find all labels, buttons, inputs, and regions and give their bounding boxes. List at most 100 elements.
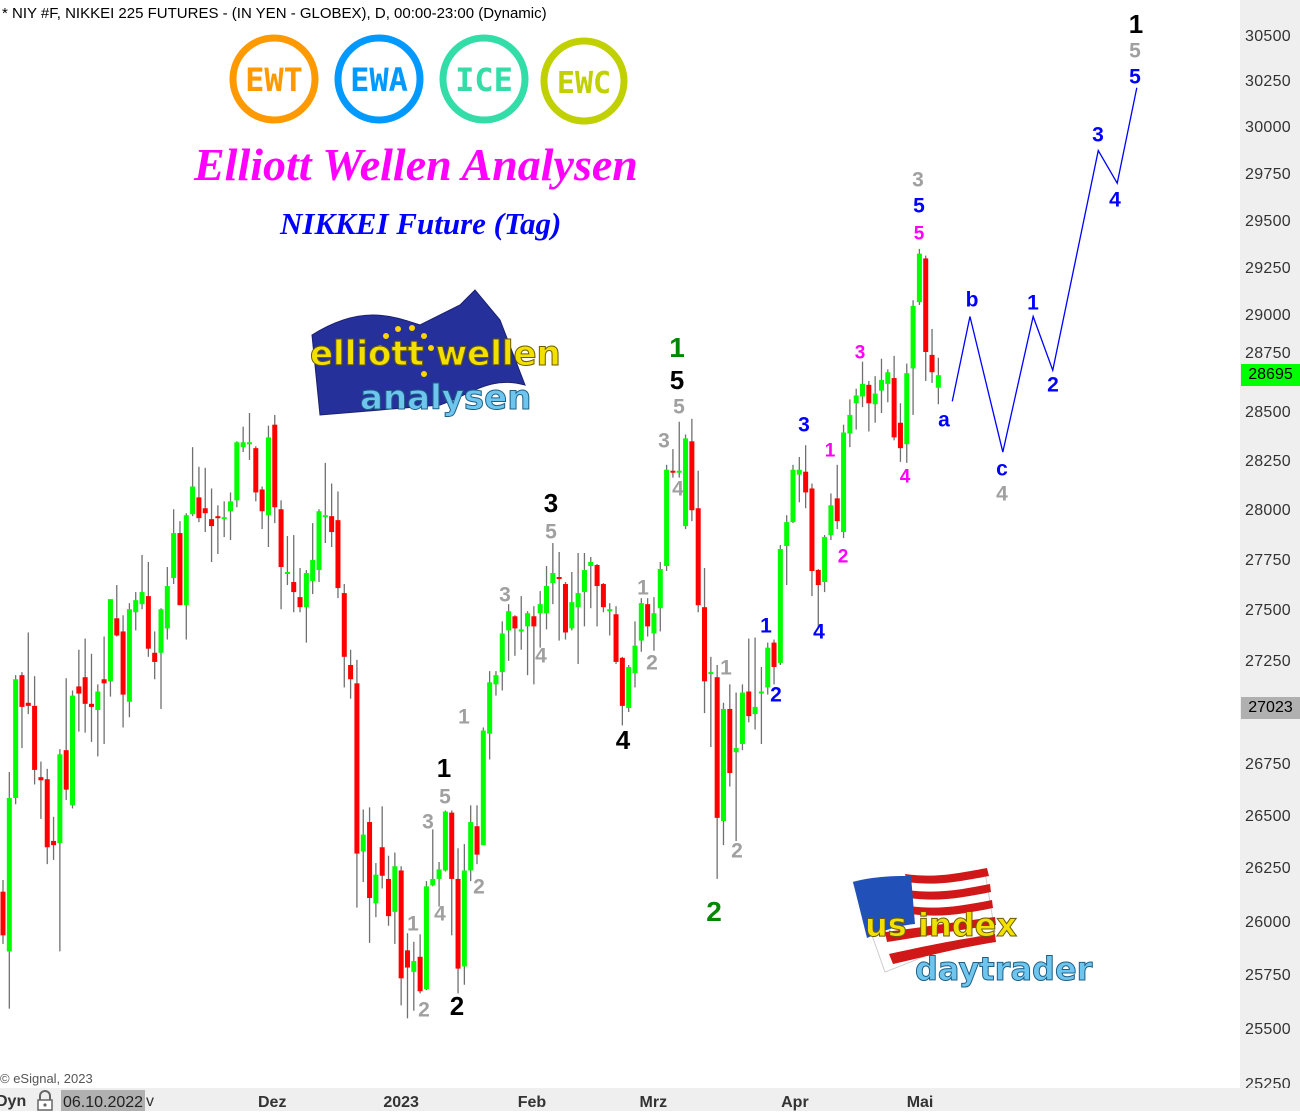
- candle-down: [335, 520, 341, 589]
- candle-down: [714, 677, 720, 818]
- wave-label-gray: 3: [658, 429, 670, 453]
- y-tick-label: 28500: [1245, 403, 1291, 421]
- wave-label-blue: 5: [913, 194, 925, 218]
- wave-label-blue: c: [996, 457, 1008, 481]
- candle-down: [44, 779, 50, 848]
- candle-up: [133, 600, 139, 613]
- candle-up: [878, 379, 884, 391]
- candle-down: [152, 652, 158, 662]
- candle-up: [765, 647, 771, 688]
- candle-up: [6, 797, 12, 952]
- wave-label-blue: 3: [1092, 123, 1104, 147]
- us-index-daytrader-logo: us index daytrader: [852, 868, 1093, 989]
- candle-up: [316, 511, 322, 571]
- wave-label-gray: 4: [434, 902, 446, 926]
- candle-up: [916, 253, 922, 303]
- wave-label-gray: 4: [672, 477, 684, 501]
- chart-symbol-title: * NIY #F, NIKKEI 225 FUTURES - (IN YEN -…: [2, 5, 547, 22]
- y-tick-label: 30000: [1245, 119, 1291, 137]
- candle-up: [171, 533, 177, 579]
- candle-up: [392, 866, 398, 912]
- candle-down: [32, 705, 38, 770]
- candle-up: [468, 822, 474, 871]
- candle-up: [638, 603, 644, 641]
- y-tick-label: 27250: [1245, 652, 1291, 670]
- candle-down: [341, 593, 347, 657]
- wave-label-gray: 3: [499, 583, 511, 607]
- candle-up: [847, 414, 853, 434]
- candle-up: [95, 691, 101, 710]
- candle-up: [581, 570, 587, 593]
- candle-up: [246, 442, 252, 445]
- candle-up: [853, 395, 859, 404]
- badge-text: ICE: [455, 61, 513, 99]
- badge-ring: [229, 34, 319, 124]
- candle-up: [499, 633, 505, 673]
- start-date-field[interactable]: 06.10.2022: [61, 1090, 146, 1111]
- date-dropdown-arrow[interactable]: v: [146, 1093, 154, 1110]
- candle-down: [923, 258, 929, 352]
- price-axis[interactable]: 30500 30250 30000 29750 29500 29250 29000 28750…: [1240, 0, 1300, 1093]
- candle-down: [215, 516, 221, 519]
- candle-down: [379, 847, 385, 876]
- y-tick-label: 28250: [1245, 452, 1291, 470]
- candle-up: [651, 613, 657, 634]
- candle-down: [19, 675, 25, 707]
- wave-label-gray: 1: [407, 912, 419, 936]
- candle-up: [626, 667, 632, 708]
- candle-down: [474, 826, 480, 855]
- candle-down: [278, 509, 284, 568]
- wave-label-blue: 3: [798, 413, 810, 437]
- y-tick-label: 26500: [1245, 807, 1291, 825]
- candle-down: [531, 616, 537, 627]
- candle-up: [411, 961, 417, 972]
- candle-down: [556, 577, 562, 580]
- candle-up: [221, 517, 227, 520]
- wave-label-blue: 4: [813, 620, 825, 644]
- candle-down: [63, 750, 69, 790]
- candle-down: [196, 497, 202, 519]
- candle-up: [183, 515, 189, 606]
- candle-up: [537, 604, 543, 614]
- y-tick-label: 26750: [1245, 755, 1291, 773]
- candle-down: [367, 822, 373, 899]
- candle-down: [272, 424, 278, 508]
- candle-down: [702, 607, 708, 682]
- logo-text-line2: analysen: [360, 378, 531, 418]
- dynamic-mode-label[interactable]: Dyn: [0, 1093, 27, 1110]
- chart-plot-area[interactable]: [0, 0, 1240, 1088]
- x-tick-label: Feb: [517, 1094, 547, 1111]
- candle-down: [202, 508, 208, 514]
- candle-down: [145, 596, 151, 649]
- candle-up: [265, 437, 271, 516]
- candle-up: [790, 469, 796, 523]
- candle-up: [575, 593, 581, 608]
- candle-up: [430, 878, 436, 886]
- y-tick-label: 29000: [1245, 307, 1291, 325]
- time-axis[interactable]: Dyn 06.10.2022 v Dez 2023 Feb Mrz Apr Mai: [0, 1088, 1300, 1111]
- candle-down: [354, 683, 360, 854]
- candle-down: [929, 354, 935, 373]
- candle-up: [70, 695, 76, 806]
- wave-label-blue: 2: [770, 683, 782, 707]
- wave-label-black: 2: [449, 991, 465, 1021]
- candle-down: [101, 679, 107, 684]
- candle-down: [291, 582, 297, 593]
- wave-label-gray: 5: [1129, 39, 1141, 63]
- lock-icon[interactable]: [36, 1090, 54, 1111]
- candle-up: [904, 373, 910, 445]
- candle-down: [386, 878, 392, 917]
- wave-label-gray: 2: [418, 998, 430, 1022]
- badge-ring: [334, 34, 424, 124]
- x-tick-label: Mrz: [639, 1094, 668, 1111]
- projection-line: [951, 87, 1138, 453]
- candle-up: [107, 599, 113, 682]
- eu-stars-icon: [377, 325, 434, 377]
- candle-down: [120, 631, 126, 695]
- wave-label-blue: 4: [1109, 188, 1121, 212]
- candle-up: [303, 573, 309, 608]
- candle-up: [480, 730, 486, 846]
- candle-down: [619, 657, 625, 706]
- candle-down: [897, 422, 903, 449]
- candle-down: [398, 870, 404, 979]
